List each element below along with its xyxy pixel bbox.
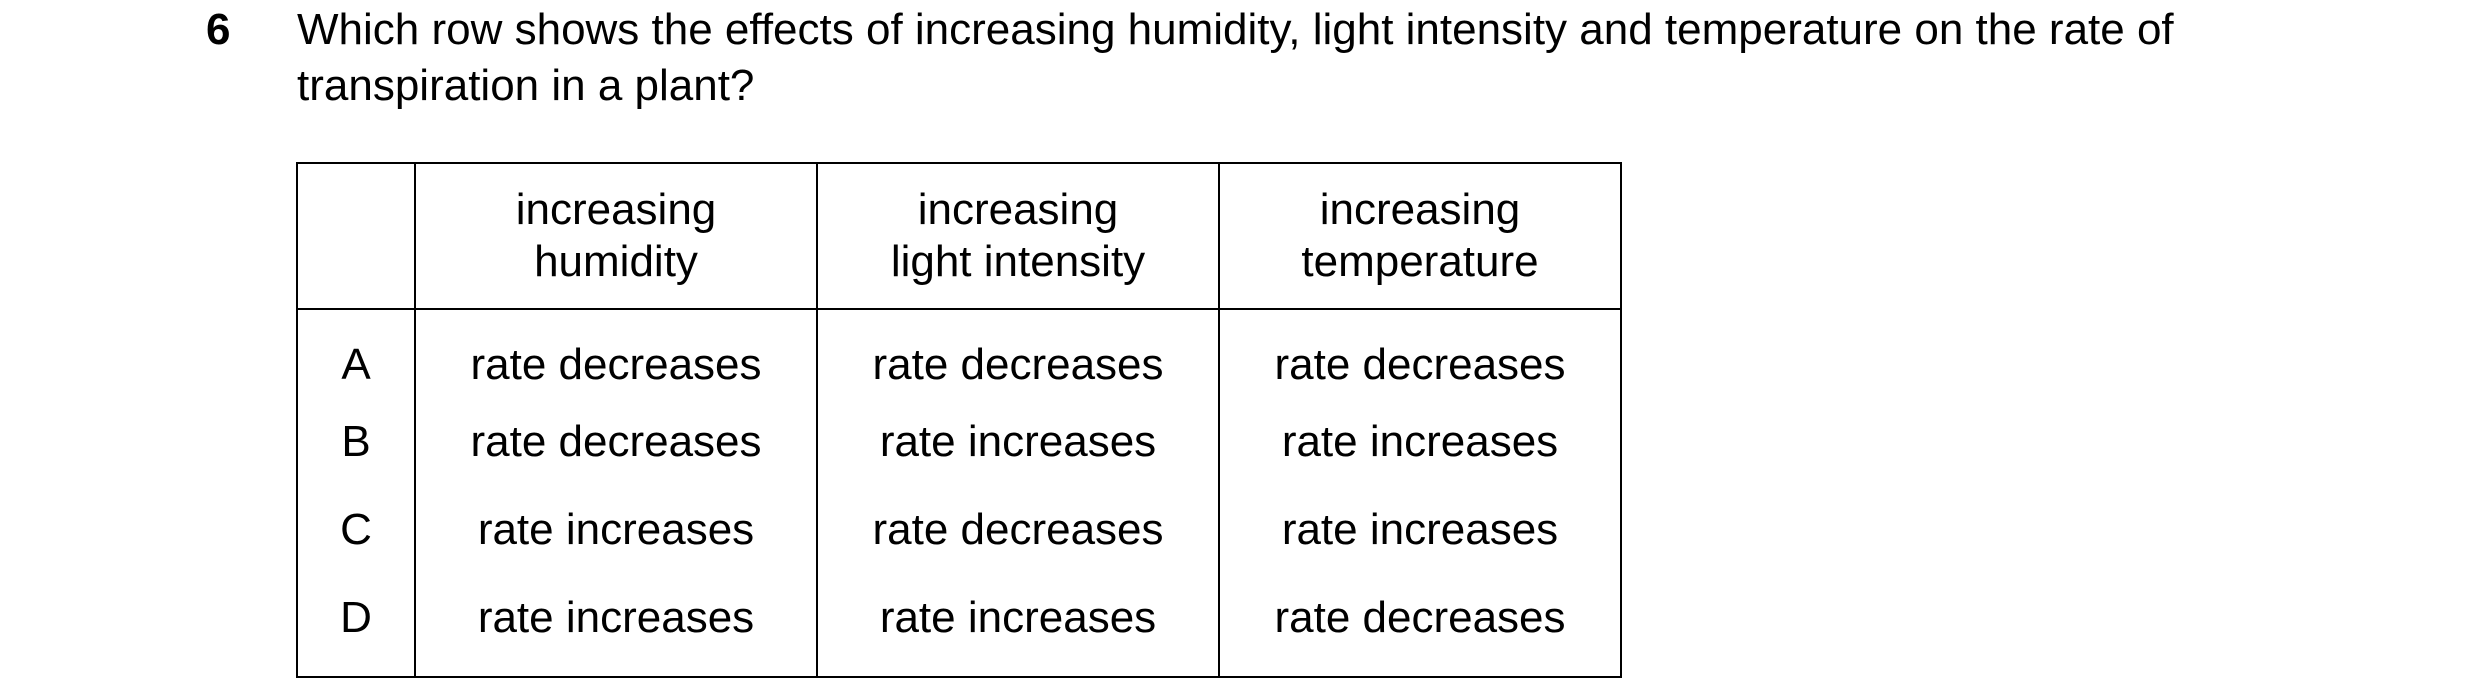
header-light-intensity-line-2: light intensity	[890, 237, 1146, 286]
header-humidity-line-1: increasing	[515, 185, 717, 234]
table-cell: rate increases	[1218, 398, 1622, 486]
header-humidity-line-2: humidity	[534, 237, 698, 286]
table-cell: rate decreases	[414, 309, 818, 398]
table-cell: rate decreases	[816, 309, 1220, 398]
table-header-row: increasing humidity increasing light int…	[296, 163, 1622, 310]
row-letter: A	[296, 309, 416, 398]
row-letter: B	[296, 398, 416, 486]
header-light-intensity: increasing light intensity	[816, 163, 1220, 310]
table-cell: rate increases	[816, 398, 1220, 486]
question-text-line-2: transpiration in a plant?	[297, 61, 755, 110]
table-cell: rate decreases	[1218, 574, 1622, 677]
header-light-intensity-line-1: increasing	[917, 185, 1119, 234]
question-text-line-1: Which row shows the effects of increasin…	[297, 5, 2174, 54]
question-number: 6	[206, 5, 231, 54]
header-temperature-line-2: temperature	[1301, 237, 1539, 286]
table-row: C rate increases rate decreases rate inc…	[296, 486, 1622, 574]
table-cell: rate increases	[816, 574, 1220, 677]
question-text: Which row shows the effects of increasin…	[297, 2, 2437, 114]
table-cell: rate increases	[414, 574, 818, 677]
table-row: A rate decreases rate decreases rate dec…	[296, 309, 1622, 398]
table-row: B rate decreases rate increases rate inc…	[296, 398, 1622, 486]
header-temperature-line-1: increasing	[1319, 185, 1521, 234]
row-letter: D	[296, 574, 416, 677]
row-letter: C	[296, 486, 416, 574]
table-cell: rate increases	[414, 486, 818, 574]
table-cell: rate decreases	[1218, 309, 1622, 398]
table-cell: rate decreases	[816, 486, 1220, 574]
header-empty-cell	[296, 163, 416, 310]
header-humidity: increasing humidity	[414, 163, 818, 310]
table-cell: rate increases	[1218, 486, 1622, 574]
table-cell: rate decreases	[414, 398, 818, 486]
header-temperature: increasing temperature	[1218, 163, 1622, 310]
answer-table: increasing humidity increasing light int…	[296, 162, 1622, 678]
table-row: D rate increases rate increases rate dec…	[296, 574, 1622, 677]
